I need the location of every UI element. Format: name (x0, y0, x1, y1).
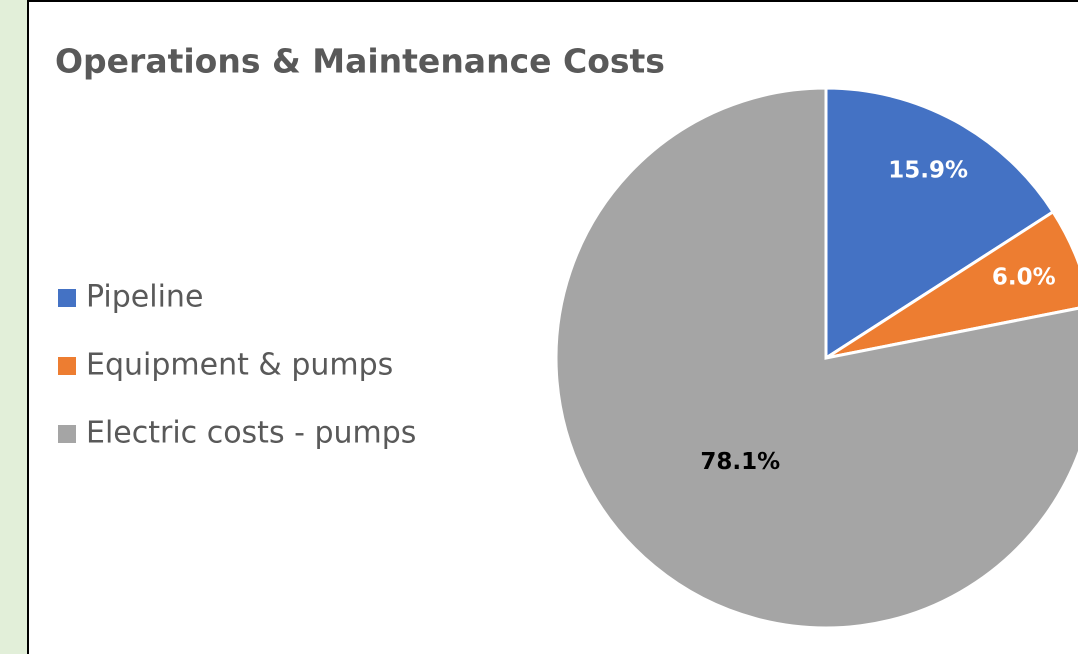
pie-slice (824, 86, 1056, 361)
chart-title: Operations & Maintenance Costs (55, 42, 665, 81)
legend-label: Electric costs - pumps (86, 416, 416, 451)
pie-slice (554, 86, 1078, 630)
pie-slice (825, 209, 1078, 360)
legend-label: Pipeline (86, 280, 203, 315)
legend-swatch (58, 425, 76, 443)
legend-label: Equipment & pumps (86, 348, 393, 383)
data-label: 15.9% (888, 157, 968, 183)
data-label: 78.1% (700, 449, 780, 475)
legend-swatch (58, 289, 76, 307)
legend-swatch (58, 357, 76, 375)
data-label: 6.0% (992, 265, 1056, 291)
